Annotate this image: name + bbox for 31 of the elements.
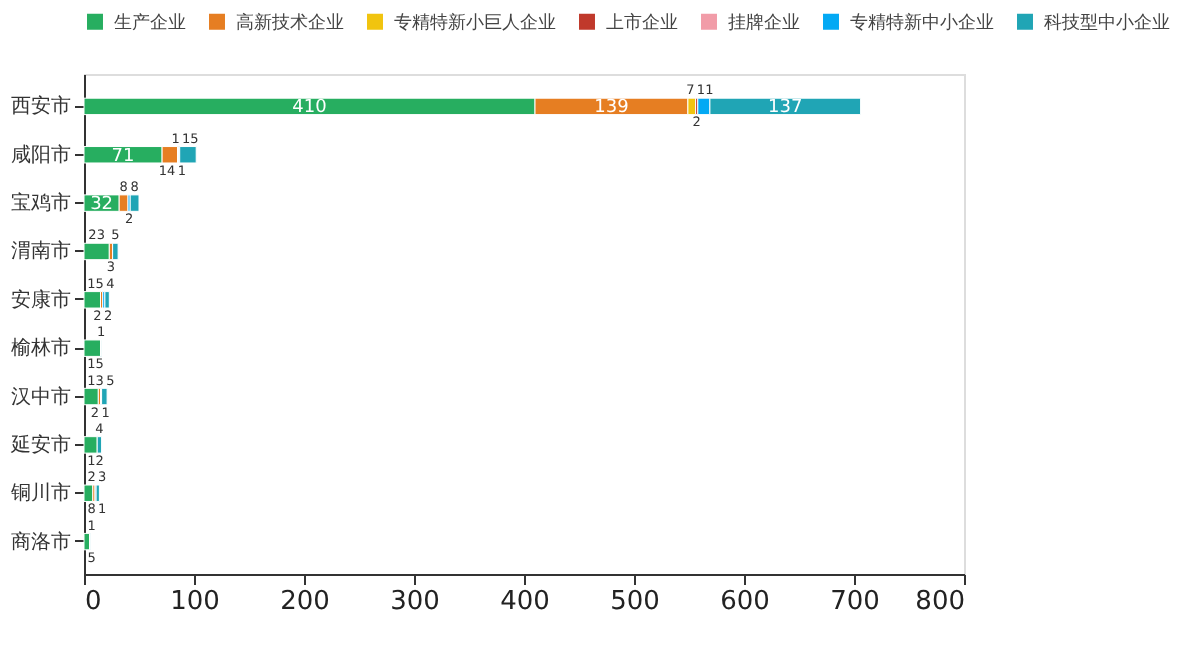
y-tick-label: 西安市 <box>11 94 71 119</box>
data-label: 410 <box>292 98 328 119</box>
data-label: 32 <box>90 195 114 216</box>
x-tick-label: 200 <box>280 587 330 617</box>
data-label: 139 <box>594 98 630 119</box>
legend-label: 专精特新中小企业 <box>850 11 994 34</box>
x-tick-label: 600 <box>720 587 770 617</box>
y-tick-label: 延安市 <box>9 432 71 457</box>
x-tick-label: 500 <box>610 587 660 617</box>
x-tick-label: 700 <box>830 587 880 617</box>
data-label: 137 <box>768 98 803 119</box>
data-label: 71 <box>111 146 135 167</box>
y-tick-label: 铜川市 <box>9 481 71 506</box>
x-tick-label: 300 <box>390 587 440 617</box>
legend-label: 生产企业 <box>114 11 186 34</box>
legend-label: 上市企业 <box>606 11 678 34</box>
y-tick-label: 商洛市 <box>11 529 71 554</box>
y-tick-label: 渭南市 <box>11 239 71 264</box>
x-tick-label: 0 <box>85 587 102 617</box>
y-tick-label: 宝鸡市 <box>11 191 71 216</box>
legend-label: 挂牌企业 <box>728 11 800 34</box>
y-tick-label: 安康市 <box>11 287 71 312</box>
y-tick-label: 咸阳市 <box>11 142 71 167</box>
legend-label: 高新技术企业 <box>236 11 344 34</box>
y-tick-label: 榆林市 <box>11 336 71 361</box>
legend-label: 专精特新小巨人企业 <box>394 11 556 34</box>
x-tick-label: 400 <box>500 587 550 617</box>
x-tick-label: 800 <box>915 587 965 617</box>
legend-label: 科技型中小企业 <box>1044 11 1170 34</box>
y-tick-label: 汉中市 <box>11 384 71 409</box>
x-tick-label: 100 <box>170 587 220 617</box>
